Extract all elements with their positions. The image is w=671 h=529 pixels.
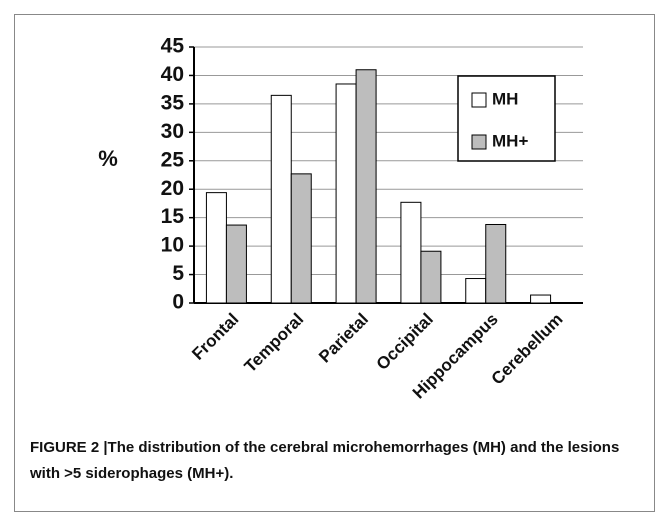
bar <box>205 192 227 304</box>
bar <box>485 223 507 304</box>
x-tick-label: Occipital <box>373 310 437 374</box>
bar <box>420 250 442 304</box>
y-tick-label: 45 <box>161 35 185 58</box>
y-tick-label: 15 <box>161 205 185 228</box>
bar <box>225 224 247 304</box>
legend-swatch <box>471 134 487 150</box>
legend-swatch <box>471 92 487 108</box>
bar <box>290 173 312 304</box>
y-axis-label: % <box>98 146 118 171</box>
bar <box>270 94 292 304</box>
y-tick-label: 5 <box>172 262 184 285</box>
bar <box>530 294 552 304</box>
y-tick-label: 40 <box>161 63 184 86</box>
x-tick-label: Parietal <box>315 310 372 367</box>
caption: FIGURE 2 |The distribution of the cerebr… <box>30 439 620 482</box>
legend-label: MH <box>492 89 518 108</box>
x-tick-label: Temporal <box>241 310 308 377</box>
figure-frame <box>14 14 655 512</box>
legend-label: MH+ <box>492 131 528 150</box>
bar <box>465 278 487 304</box>
y-tick-label: 0 <box>172 291 184 314</box>
bar <box>400 201 422 304</box>
y-tick-label: 25 <box>161 148 185 171</box>
bar <box>355 69 377 304</box>
y-tick-label: 20 <box>161 177 184 200</box>
y-tick-label: 30 <box>161 120 184 143</box>
bar <box>335 83 357 304</box>
x-tick-label: Frontal <box>188 310 242 364</box>
y-tick-label: 10 <box>161 234 184 257</box>
y-tick-label: 35 <box>161 91 185 114</box>
